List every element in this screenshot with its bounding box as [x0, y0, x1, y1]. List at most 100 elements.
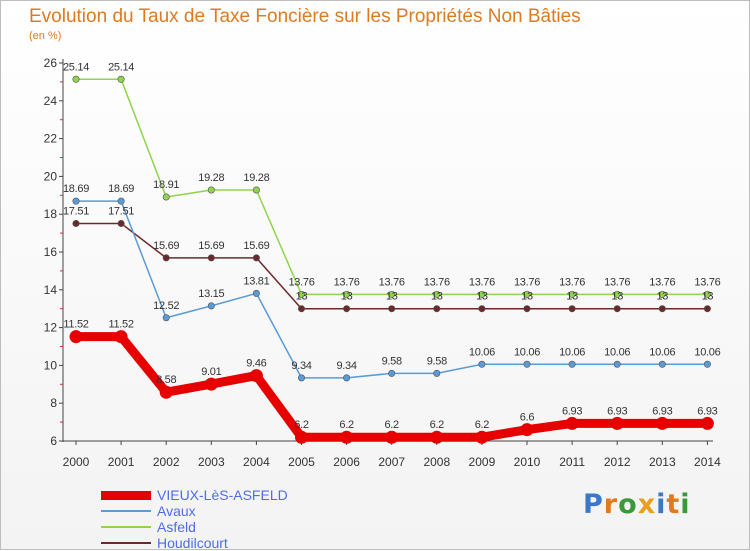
- data-point: [72, 219, 80, 227]
- x-tick-label: 2007: [378, 455, 405, 469]
- data-point: [700, 416, 714, 430]
- legend-item: Houdilcourt: [101, 535, 288, 551]
- data-point: [475, 430, 489, 444]
- data-point: [658, 360, 666, 368]
- legend-item: Avaux: [101, 503, 288, 519]
- data-label: 13.76: [514, 276, 540, 288]
- data-label: 15.69: [153, 240, 179, 252]
- data-label: 13: [611, 291, 623, 303]
- data-point: [568, 360, 576, 368]
- legend-item: VIEUX-LèS-ASFELD: [101, 487, 288, 503]
- legend-item: Asfeld: [101, 519, 288, 535]
- data-label: 17.51: [108, 205, 134, 217]
- data-point: [613, 305, 621, 313]
- data-point: [297, 305, 305, 313]
- data-point: [207, 302, 215, 310]
- data-point: [162, 254, 170, 262]
- data-label: 6.93: [562, 405, 582, 417]
- data-point: [655, 416, 669, 430]
- data-label: 9.58: [382, 355, 402, 367]
- legend: VIEUX-LèS-ASFELD Avaux Asfeld Houdilcourt: [101, 487, 288, 551]
- y-tick-label: 20: [44, 169, 58, 183]
- data-label: 13.76: [379, 276, 405, 288]
- data-label: 10.06: [694, 346, 720, 358]
- logo-letter: t: [666, 489, 681, 520]
- logo-letter: P: [583, 489, 604, 520]
- data-point: [568, 305, 576, 313]
- x-tick-label: 2012: [604, 455, 631, 469]
- data-label: 6.2: [339, 419, 354, 431]
- data-label: 8.58: [156, 374, 176, 386]
- data-point: [117, 219, 125, 227]
- data-point: [658, 305, 666, 313]
- data-point: [117, 75, 125, 83]
- data-point: [72, 75, 80, 83]
- data-label: 13.76: [424, 276, 450, 288]
- data-point: [297, 374, 305, 382]
- logo-letter: i: [656, 489, 667, 520]
- data-label: 13: [656, 291, 668, 303]
- data-point: [295, 430, 308, 444]
- logo-letter: o: [618, 489, 638, 520]
- logo-letter: r: [603, 489, 619, 520]
- data-label: 13: [431, 291, 443, 303]
- y-tick-label: 14: [44, 283, 58, 297]
- data-label: 10.06: [469, 346, 495, 358]
- data-label: 11.52: [63, 319, 88, 331]
- data-point: [703, 360, 711, 368]
- x-tick-label: 2010: [514, 455, 541, 469]
- data-point: [252, 186, 260, 194]
- y-tick-label: 6: [50, 434, 57, 448]
- data-point: [433, 305, 441, 313]
- data-point: [433, 369, 441, 377]
- data-point: [252, 254, 260, 262]
- data-point: [385, 430, 399, 444]
- data-label: 10.06: [559, 346, 585, 358]
- data-label: 18.69: [108, 183, 134, 195]
- data-label: 13: [476, 291, 488, 303]
- data-label: 19.28: [243, 172, 269, 184]
- x-tick-label: 2011: [559, 455, 585, 469]
- data-label: 18.69: [63, 183, 89, 195]
- data-label: 13: [341, 291, 353, 303]
- logo-letter: i: [680, 489, 691, 520]
- data-point: [72, 197, 80, 205]
- data-point: [523, 305, 531, 313]
- data-label: 6.2: [294, 419, 309, 431]
- data-point: [249, 369, 263, 383]
- data-point: [610, 416, 624, 430]
- data-label: 25.14: [63, 61, 89, 73]
- data-label: 13.76: [469, 276, 495, 288]
- x-tick-label: 2006: [333, 455, 360, 469]
- chart-title: Evolution du Taux de Taxe Foncière sur l…: [29, 6, 581, 27]
- data-point: [433, 290, 441, 298]
- data-point: [523, 360, 531, 368]
- x-tick-label: 2000: [63, 455, 90, 469]
- data-point: [388, 290, 396, 298]
- data-point: [523, 290, 531, 298]
- data-label: 9.34: [336, 360, 356, 372]
- legend-label: VIEUX-LèS-ASFELD: [157, 487, 288, 503]
- data-label: 17.51: [63, 205, 89, 217]
- data-label: 15.69: [198, 240, 224, 252]
- data-point: [340, 430, 354, 444]
- y-tick-label: 26: [44, 56, 58, 70]
- data-label: 6.2: [475, 419, 490, 431]
- data-label: 6.93: [697, 405, 717, 417]
- data-point: [430, 430, 444, 444]
- data-label: 13: [296, 291, 308, 303]
- data-point: [204, 377, 218, 391]
- y-unit-label: (en %): [29, 30, 62, 42]
- y-tick-label: 24: [44, 94, 58, 108]
- data-label: 13: [566, 291, 578, 303]
- legend-swatch: [101, 510, 151, 512]
- x-tick-label: 2002: [153, 455, 180, 469]
- data-point: [478, 290, 486, 298]
- data-label: 11.52: [108, 319, 133, 331]
- data-point: [658, 290, 666, 298]
- data-point: [613, 360, 621, 368]
- data-point: [343, 305, 351, 313]
- data-label: 19.28: [198, 172, 224, 184]
- data-point: [114, 330, 128, 344]
